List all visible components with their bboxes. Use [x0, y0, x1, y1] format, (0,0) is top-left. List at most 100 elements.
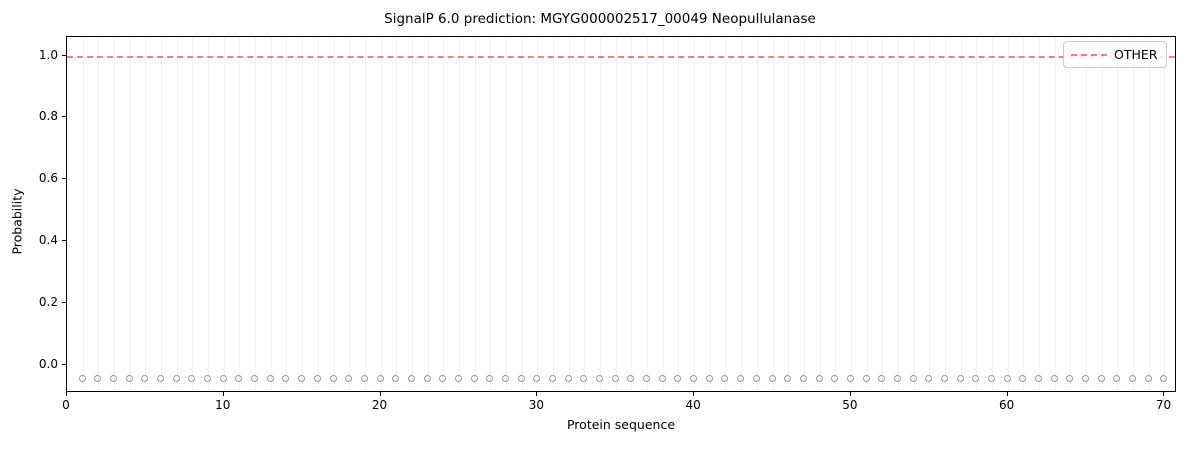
residue-marker: [392, 375, 400, 383]
grid-line: [380, 37, 382, 391]
y-axis-tick-label: 1.0: [38, 47, 58, 62]
grid-line: [1070, 37, 1072, 391]
residue-marker: [266, 375, 274, 383]
residue-marker: [298, 375, 306, 383]
grid-line: [897, 37, 899, 391]
residue-marker: [1097, 375, 1105, 383]
residue-marker: [517, 375, 525, 383]
residue-marker: [972, 375, 980, 383]
grid-line: [474, 37, 476, 391]
residue-marker: [204, 375, 212, 383]
residue-marker: [799, 375, 807, 383]
x-axis-tick: [222, 392, 224, 396]
residue-marker: [439, 375, 447, 383]
x-axis-tick: [379, 392, 381, 396]
grid-line: [1117, 37, 1119, 391]
y-axis-tick: [62, 178, 66, 180]
residue-marker: [157, 375, 165, 383]
grid-line: [255, 37, 257, 391]
grid-line: [772, 37, 774, 391]
grid-line: [114, 37, 116, 391]
y-axis-tick: [62, 54, 66, 56]
grid-line: [568, 37, 570, 391]
grid-line: [694, 37, 696, 391]
y-axis-tick-label: 0.0: [38, 357, 58, 372]
grid-line: [317, 37, 319, 391]
grid-line: [1023, 37, 1025, 391]
y-axis-tick: [62, 116, 66, 118]
x-axis-tick-label: 0: [62, 398, 70, 412]
grid-line: [709, 37, 711, 391]
plot-area: MEKEAILHIPLSQFAFAEKEDRLVIRIRCKKDDLKRCVLY…: [66, 36, 1176, 392]
residue-marker: [564, 375, 572, 383]
x-axis-tick-label: 50: [842, 398, 858, 412]
residue-marker: [721, 375, 729, 383]
residue-marker: [454, 375, 462, 383]
grid-line: [333, 37, 335, 391]
residue-marker: [1144, 375, 1152, 383]
residue-marker: [674, 375, 682, 383]
grid-line: [725, 37, 727, 391]
residue-marker: [1082, 375, 1090, 383]
grid-line: [208, 37, 210, 391]
x-axis-tick-label: 60: [999, 398, 1015, 412]
grid-line: [411, 37, 413, 391]
residue-marker: [1160, 375, 1168, 383]
grid-line: [239, 37, 241, 391]
grid-line: [976, 37, 978, 391]
residue-marker: [846, 375, 854, 383]
grid-line: [458, 37, 460, 391]
x-axis-tick-label: 40: [685, 398, 701, 412]
grid-line: [756, 37, 758, 391]
residue-marker: [940, 375, 948, 383]
x-axis-tick: [849, 392, 851, 396]
chart-title: SignalP 6.0 prediction: MGYG000002517_00…: [384, 11, 816, 27]
residue-marker: [376, 375, 384, 383]
y-axis-tick-label: 0.6: [38, 171, 58, 186]
residue-marker: [988, 375, 995, 383]
legend-swatch-other: [1071, 53, 1107, 56]
residue-marker: [533, 375, 541, 383]
grid-line: [600, 37, 602, 391]
y-axis-tick-label: 0.4: [38, 233, 58, 248]
grid-line: [1054, 37, 1056, 391]
residue-marker: [188, 375, 196, 383]
residue-marker: [141, 375, 149, 383]
residue-marker: [549, 375, 557, 383]
grid-line: [537, 37, 539, 391]
residue-marker: [925, 375, 933, 383]
residue-marker: [94, 375, 102, 383]
grid-line: [913, 37, 915, 391]
grid-line: [944, 37, 946, 391]
grid-line: [364, 37, 366, 391]
residue-marker: [235, 375, 243, 383]
grid-line: [349, 37, 351, 391]
y-axis-tick: [62, 302, 66, 304]
residue-marker: [956, 375, 964, 383]
residue-marker: [909, 375, 917, 383]
y-axis-tick-label: 0.8: [38, 109, 58, 124]
residue-marker: [690, 375, 698, 383]
residue-marker: [815, 375, 823, 383]
residue-marker: [423, 375, 431, 383]
grid-line: [866, 37, 868, 391]
grid-line: [929, 37, 931, 391]
grid-line: [1164, 37, 1166, 391]
grid-line: [741, 37, 743, 391]
residue-marker: [878, 375, 886, 383]
x-axis-tick: [1163, 392, 1165, 396]
grid-line: [82, 37, 84, 391]
grid-line: [1007, 37, 1009, 391]
residue-marker: [643, 375, 651, 383]
residue-marker: [1035, 375, 1043, 383]
residue-marker: [345, 375, 353, 383]
residue-marker: [737, 375, 745, 383]
x-axis-tick: [1006, 392, 1008, 396]
legend[interactable]: OTHER: [1063, 41, 1168, 68]
residue-marker: [78, 375, 86, 383]
grid-line: [396, 37, 398, 391]
residue-marker: [470, 375, 478, 383]
grid-line: [490, 37, 492, 391]
grid-line: [819, 37, 821, 391]
grid-line: [1039, 37, 1041, 391]
